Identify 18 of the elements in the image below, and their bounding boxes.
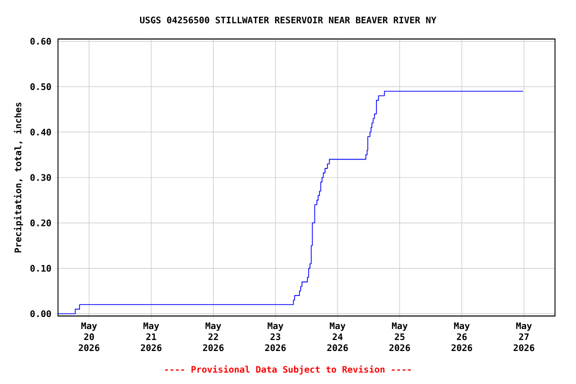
y-axis-title: Precipitation, total, inches <box>14 102 24 252</box>
x-tick-label: May 27 2026 <box>514 322 534 352</box>
y-tick-label: 0.00 <box>30 310 51 318</box>
chart-title: USGS 04256500 STILLWATER RESERVOIR NEAR BEAVER RIVER NY <box>140 16 436 24</box>
x-tick-label: May 21 2026 <box>140 322 162 352</box>
y-tick-label: 0.60 <box>30 38 51 45</box>
x-tick-label: May 23 2026 <box>265 322 286 352</box>
y-tick-label: 0.20 <box>30 220 51 226</box>
text: ---- Provisional Data Subject to Revision ---- <box>165 365 411 374</box>
y-tick-label: 0.50 <box>30 83 51 90</box>
x-tick-label: May 24 2026 <box>327 322 348 352</box>
x-tick-label: May 20 2026 <box>78 322 100 352</box>
x-tick-label: May 26 2026 <box>452 322 472 352</box>
y-tick-label: 0.40 <box>30 128 51 136</box>
y-tick-label: 0.30 <box>30 174 51 181</box>
x-tick-label: May 22 2026 <box>203 322 224 352</box>
y-tick-label: 0.10 <box>30 264 51 272</box>
x-tick-label: May 25 2026 <box>389 322 410 352</box>
